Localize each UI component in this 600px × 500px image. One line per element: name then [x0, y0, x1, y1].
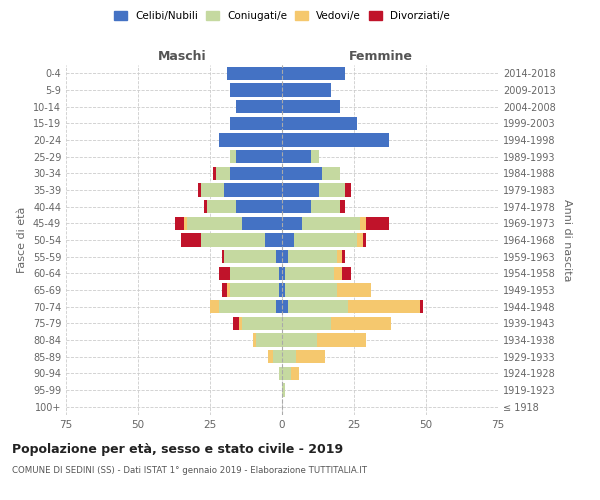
Bar — [279, 266, 282, 280]
Bar — [282, 184, 319, 196]
Bar — [242, 216, 282, 230]
Bar — [282, 66, 346, 80]
Bar — [181, 234, 202, 246]
Bar — [199, 184, 202, 196]
Bar — [230, 284, 279, 296]
Legend: Celibi/Nubili, Coniugati/e, Vedovi/e, Divorziati/e: Celibi/Nubili, Coniugati/e, Vedovi/e, Di… — [111, 8, 453, 24]
Bar — [282, 234, 293, 246]
Text: Maschi: Maschi — [158, 50, 207, 62]
Bar — [282, 366, 290, 380]
Bar — [365, 216, 389, 230]
Bar — [184, 216, 187, 230]
Bar — [290, 366, 299, 380]
Bar — [346, 184, 351, 196]
Bar — [362, 234, 365, 246]
Bar — [256, 334, 282, 346]
Bar — [285, 266, 334, 280]
Bar — [288, 300, 348, 314]
Bar — [274, 350, 282, 364]
Bar — [282, 350, 296, 364]
Bar — [279, 284, 282, 296]
Bar — [317, 334, 365, 346]
Bar — [230, 166, 282, 180]
Bar — [230, 150, 236, 164]
Bar — [207, 200, 236, 213]
Text: Femmine: Femmine — [349, 50, 413, 62]
Bar — [282, 316, 331, 330]
Bar — [239, 316, 242, 330]
Bar — [218, 300, 276, 314]
Bar — [282, 166, 322, 180]
Bar — [175, 216, 184, 230]
Bar — [285, 284, 337, 296]
Bar — [276, 250, 282, 264]
Bar — [253, 334, 256, 346]
Bar — [236, 200, 282, 213]
Bar — [296, 350, 325, 364]
Bar — [311, 150, 319, 164]
Bar — [221, 250, 224, 264]
Bar — [221, 284, 227, 296]
Bar — [282, 134, 389, 146]
Bar — [230, 116, 282, 130]
Bar — [340, 200, 346, 213]
Bar — [311, 200, 340, 213]
Bar — [282, 216, 302, 230]
Bar — [357, 234, 362, 246]
Bar — [218, 266, 230, 280]
Bar — [218, 134, 282, 146]
Bar — [343, 266, 351, 280]
Bar — [204, 200, 207, 213]
Bar — [236, 150, 282, 164]
Bar — [343, 250, 346, 264]
Bar — [268, 350, 274, 364]
Bar — [227, 66, 282, 80]
Bar — [360, 216, 365, 230]
Bar — [282, 250, 288, 264]
Bar — [210, 300, 218, 314]
Bar — [282, 266, 285, 280]
Bar — [265, 234, 282, 246]
Bar — [334, 266, 343, 280]
Bar — [420, 300, 423, 314]
Bar — [282, 150, 311, 164]
Bar — [293, 234, 357, 246]
Bar — [282, 116, 357, 130]
Bar — [202, 184, 224, 196]
Bar — [288, 250, 337, 264]
Bar — [322, 166, 340, 180]
Bar — [348, 300, 420, 314]
Bar — [224, 184, 282, 196]
Bar — [282, 100, 340, 114]
Bar — [230, 266, 279, 280]
Bar — [236, 100, 282, 114]
Bar — [187, 216, 242, 230]
Bar — [282, 384, 285, 396]
Bar — [302, 216, 360, 230]
Text: Popolazione per età, sesso e stato civile - 2019: Popolazione per età, sesso e stato civil… — [12, 442, 343, 456]
Bar — [233, 316, 239, 330]
Bar — [279, 366, 282, 380]
Bar — [337, 250, 343, 264]
Bar — [202, 234, 265, 246]
Bar — [276, 300, 282, 314]
Bar — [282, 84, 331, 96]
Bar — [331, 316, 391, 330]
Bar — [282, 284, 285, 296]
Bar — [282, 200, 311, 213]
Y-axis label: Fasce di età: Fasce di età — [17, 207, 27, 273]
Bar — [282, 300, 288, 314]
Bar — [337, 284, 371, 296]
Bar — [282, 334, 317, 346]
Bar — [230, 84, 282, 96]
Text: COMUNE DI SEDINI (SS) - Dati ISTAT 1° gennaio 2019 - Elaborazione TUTTITALIA.IT: COMUNE DI SEDINI (SS) - Dati ISTAT 1° ge… — [12, 466, 367, 475]
Bar — [213, 166, 216, 180]
Bar — [242, 316, 282, 330]
Bar — [319, 184, 346, 196]
Y-axis label: Anni di nascita: Anni di nascita — [562, 198, 572, 281]
Bar — [216, 166, 230, 180]
Bar — [227, 284, 230, 296]
Bar — [224, 250, 276, 264]
